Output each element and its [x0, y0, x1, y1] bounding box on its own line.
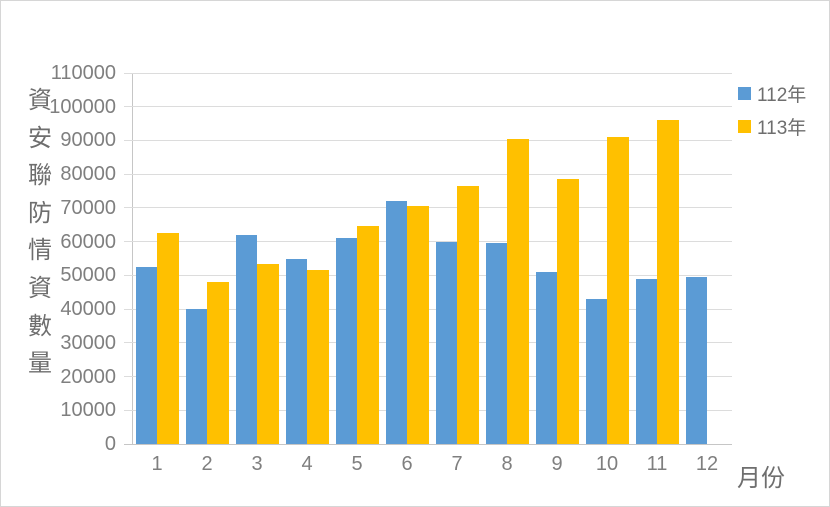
- legend-entry: 113年: [738, 116, 806, 139]
- legend-swatch-icon: [738, 86, 751, 100]
- x-tick-label: 5: [351, 453, 363, 475]
- y-axis-title: 資 安 聯 防 情 資 數 量: [28, 87, 52, 378]
- bar-113年-month-6: [407, 206, 429, 444]
- bar-112年-month-12: [685, 277, 707, 444]
- bar-112年-month-10: [585, 298, 607, 444]
- legend-entry: 112年: [738, 83, 806, 106]
- y-tick-label: 70000: [60, 196, 116, 219]
- x-tick-label: 10: [595, 453, 619, 475]
- y-tick-label: 90000: [60, 129, 116, 152]
- x-tick-label: 8: [501, 453, 513, 475]
- bar-112年-month-8: [485, 243, 507, 444]
- bar-113年-month-5: [357, 226, 379, 444]
- bar-112年-month-7: [435, 241, 457, 444]
- bar-112年-month-9: [535, 272, 557, 444]
- gridline: [124, 106, 732, 108]
- y-tick-label: 80000: [60, 163, 116, 186]
- bar-113年-month-2: [207, 282, 229, 444]
- legend-label: 112年: [757, 84, 807, 106]
- bar-113年-month-3: [257, 263, 279, 444]
- x-tick-label: 7: [451, 453, 463, 475]
- y-axis-line: [132, 73, 133, 444]
- y-tick-label: 30000: [60, 331, 116, 354]
- x-axis-title: 月份: [737, 465, 785, 492]
- bar-112年-month-3: [235, 234, 257, 444]
- y-tick-label: 60000: [60, 230, 116, 253]
- y-tick-label: 0: [104, 433, 116, 455]
- x-tick-label: 3: [251, 453, 263, 475]
- gridline: [124, 139, 732, 141]
- y-tick-label: 40000: [60, 298, 116, 321]
- gridline: [124, 173, 732, 175]
- bar-112年-month-6: [385, 201, 407, 444]
- bar-113年-month-4: [307, 270, 329, 444]
- y-tick-label: 10000: [60, 399, 116, 422]
- y-tick-label: 110000: [50, 62, 116, 84]
- bar-112年-month-5: [335, 238, 357, 444]
- gridline: [124, 72, 732, 74]
- bar-113年-month-1: [157, 233, 179, 444]
- bar-113年-month-10: [607, 137, 629, 444]
- y-tick-label: 20000: [60, 365, 116, 388]
- legend-label: 113年: [757, 117, 807, 139]
- bar-112年-month-2: [185, 309, 207, 444]
- x-tick-label: 4: [301, 453, 313, 475]
- x-tick-label: 9: [551, 453, 563, 475]
- bar-113年-month-7: [457, 186, 479, 444]
- bar-112年-month-4: [285, 258, 307, 444]
- plot-area: 0 10000 20000 30000 40000 50000 60000 70000 8000…: [49, 63, 732, 475]
- y-tick-label: 100000: [49, 95, 116, 118]
- x-tick-label: 2: [201, 453, 213, 475]
- x-tick-label: 11: [646, 453, 668, 475]
- bar-112年-month-1: [135, 266, 157, 444]
- bar-113年-month-9: [557, 179, 579, 444]
- x-axis-line: [124, 444, 732, 445]
- y-tick-label: 50000: [60, 264, 116, 287]
- x-tick-label: 12: [695, 453, 719, 475]
- x-tick-label: 6: [401, 453, 413, 475]
- legend-swatch-icon: [738, 119, 751, 133]
- bar-113年-month-11: [657, 120, 679, 444]
- x-tick-label: 1: [151, 453, 163, 475]
- bar-113年-month-8: [507, 138, 529, 444]
- legend: 112年 113年: [738, 83, 806, 149]
- bar-112年-month-11: [635, 278, 657, 444]
